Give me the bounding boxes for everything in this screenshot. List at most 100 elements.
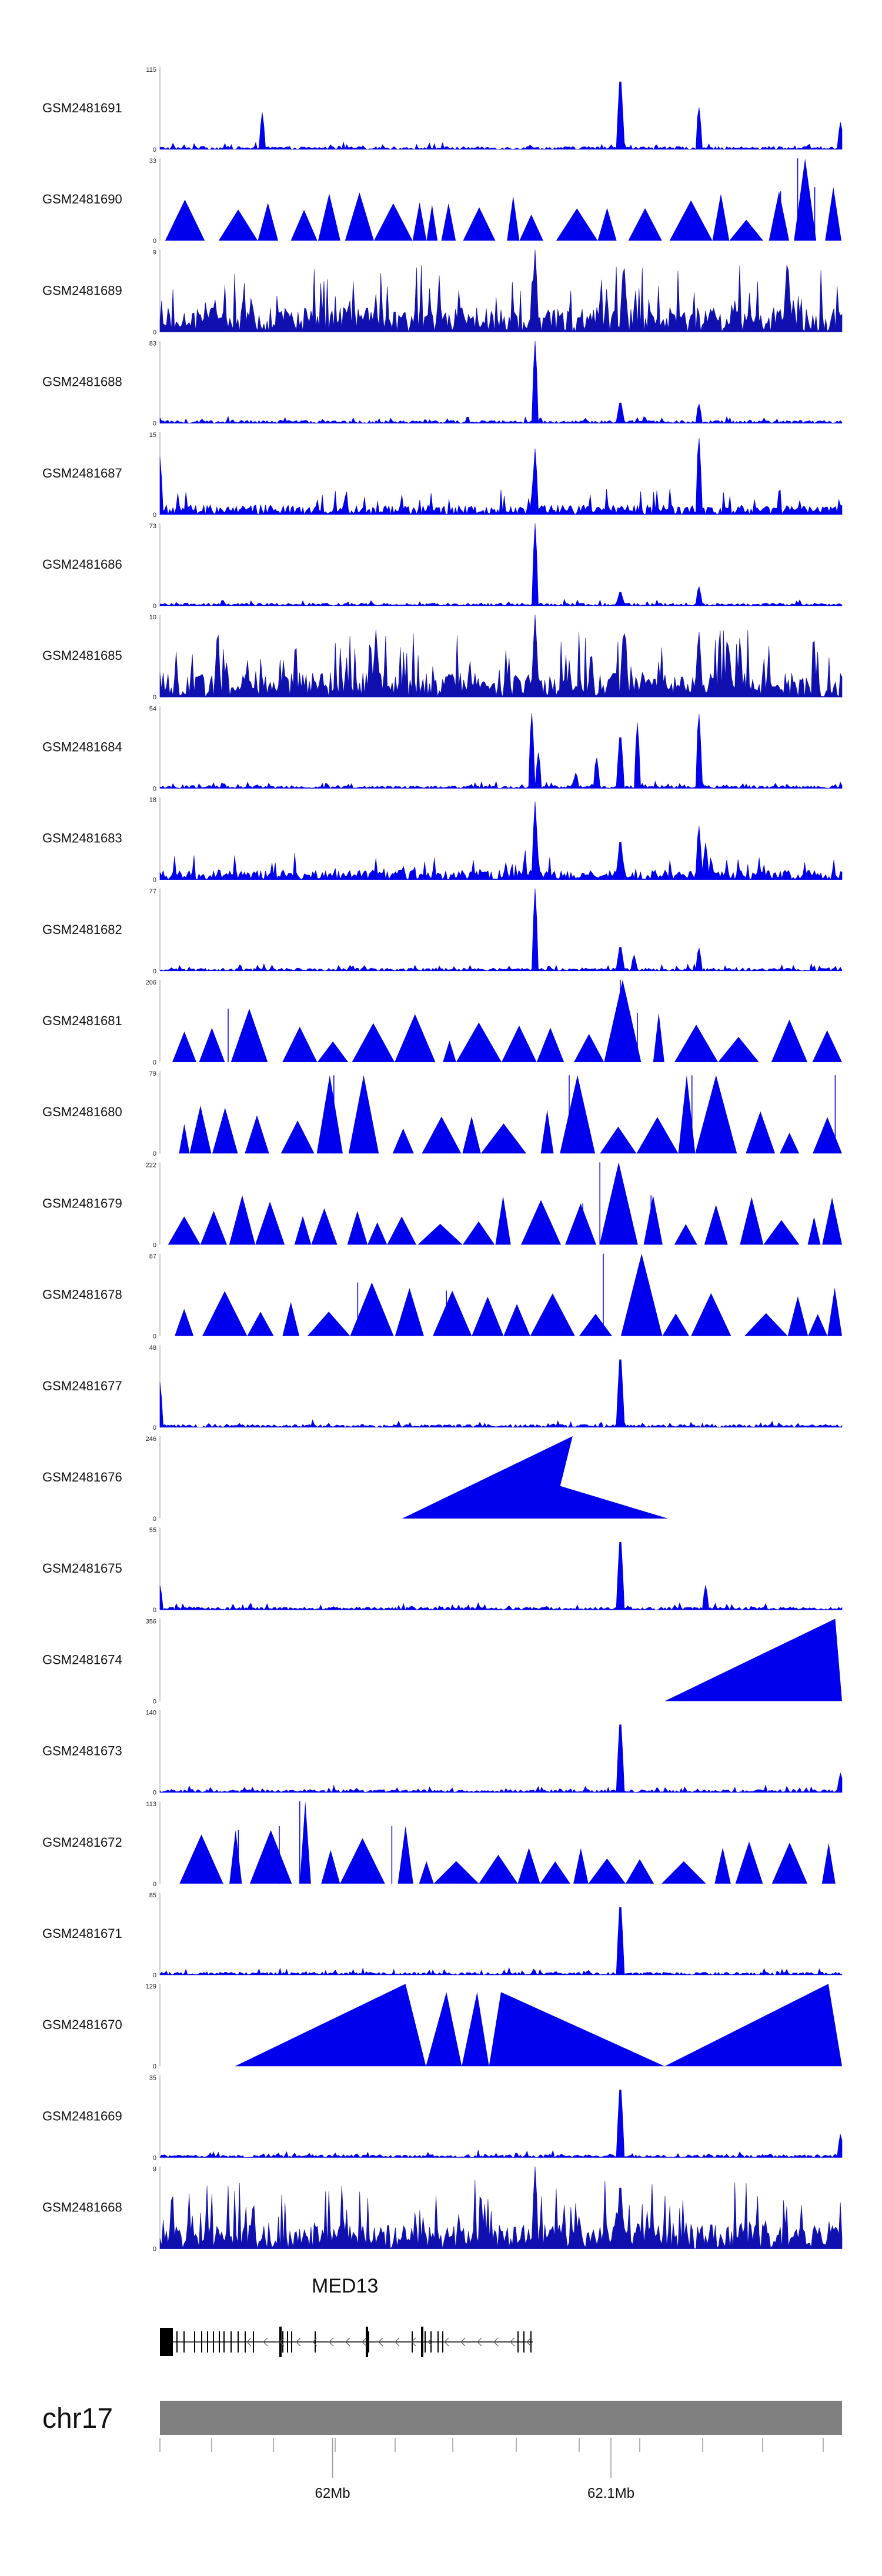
- track-label: GSM2481671: [42, 1926, 122, 1941]
- chromosome-ideogram-bar: [160, 2401, 842, 2435]
- track-scale-min: 0: [153, 512, 156, 519]
- track-scale-max: 113: [146, 1801, 156, 1808]
- track-signal-triangle: [282, 1302, 299, 1336]
- gene-strand-arrow: [460, 2337, 466, 2347]
- gene-annotation-track: MED13: [160, 2275, 533, 2357]
- track-GSM2481691: GSM2481691 115 0: [42, 66, 843, 154]
- track-signal-triangle: [387, 1216, 416, 1245]
- track-signal-triangle: [426, 205, 438, 241]
- track-label: GSM2481675: [42, 1561, 122, 1576]
- gene-exon: [425, 2331, 426, 2353]
- track-scale-max: 222: [146, 1162, 156, 1169]
- track-signal-triangle: [579, 1313, 612, 1336]
- track-signal-triangle: [443, 1040, 456, 1062]
- gene-exon: [430, 2331, 432, 2353]
- track-signal-triangle: [808, 1314, 828, 1336]
- track-signal-triangle: [503, 1304, 530, 1336]
- gene-exon: [253, 2331, 254, 2353]
- track-label: GSM2481681: [42, 1013, 122, 1028]
- track-label: GSM2481687: [42, 466, 122, 481]
- track-signal-triangle: [540, 1110, 554, 1154]
- signal-tracks: GSM24816911150GSM2481690330GSM248168990G…: [42, 66, 843, 2253]
- track-signal-triangle: [348, 1075, 379, 1154]
- track-label: GSM2481673: [42, 1744, 122, 1759]
- track-GSM2481679: GSM2481679 222 0: [42, 1162, 842, 1249]
- gene-exon: [412, 2331, 413, 2353]
- track-GSM2481684: GSM2481684 54 0: [42, 705, 843, 792]
- track-label: GSM2481686: [42, 557, 122, 572]
- track-signal-triangle: [299, 1801, 311, 1884]
- track-signal-triangle: [280, 1120, 315, 1154]
- gene-exon: [230, 2331, 232, 2353]
- track-label: GSM2481680: [42, 1105, 122, 1119]
- gene-exon: [176, 2331, 178, 2353]
- track-signal-triangle: [245, 1115, 269, 1154]
- track-scale-min: 0: [153, 238, 156, 245]
- track-signal-triangle: [604, 980, 642, 1062]
- track-scale-max: 356: [146, 1618, 156, 1625]
- track-signal-triangle: [794, 158, 817, 241]
- track-signal-area: [159, 801, 843, 880]
- gene-exon: [442, 2331, 443, 2353]
- track-signal-triangle: [822, 1197, 842, 1245]
- track-label: GSM2481678: [42, 1287, 122, 1302]
- track-signal-triangle: [318, 193, 340, 241]
- track-signal-triangle: [662, 1313, 690, 1336]
- track-signal-triangle: [249, 1830, 292, 1884]
- track-signal-triangle: [352, 1023, 395, 1062]
- track-signal-triangle: [763, 1220, 800, 1245]
- gene-exon: [523, 2331, 524, 2353]
- track-signal-triangle: [200, 1210, 227, 1245]
- track-signal-triangle: [628, 208, 662, 241]
- gene-exon: [421, 2327, 423, 2357]
- track-signal-triangle: [771, 1019, 808, 1062]
- track-signal-triangle: [662, 1861, 706, 1884]
- track-GSM2481678: GSM2481678 87 0: [42, 1253, 842, 1340]
- track-scale-min: 0: [153, 1424, 156, 1432]
- track-signal-triangle: [175, 1309, 194, 1336]
- gene-exon: [183, 2331, 185, 2353]
- track-signal-triangle: [168, 1216, 201, 1245]
- gene-strand-arrow: [378, 2337, 383, 2347]
- track-GSM2481674: GSM2481674 356 0: [42, 1618, 842, 1705]
- gene-exon: [245, 2331, 246, 2353]
- track-signal-triangle: [597, 208, 617, 241]
- gene-strand-arrow: [312, 2337, 318, 2347]
- track-signal-triangle: [521, 1200, 562, 1245]
- track-signal-triangle: [565, 1203, 596, 1245]
- gene-strand-arrow: [411, 2337, 416, 2347]
- gene-exon: [530, 2331, 532, 2353]
- track-scale-min: 0: [153, 1333, 156, 1340]
- track-label: GSM2481685: [42, 648, 122, 663]
- track-signal-triangle: [316, 1075, 343, 1154]
- track-signal-triangle: [600, 1126, 637, 1154]
- track-scale-max: 55: [149, 1527, 156, 1534]
- track-signal-triangle: [599, 1162, 638, 1245]
- track-signal-triangle: [787, 1296, 808, 1336]
- track-scale-min: 0: [153, 1790, 156, 1797]
- track-scale-min: 0: [153, 1150, 156, 1157]
- track-signal-triangle: [678, 1075, 696, 1154]
- track-signal-triangle: [636, 1117, 679, 1154]
- track-signal-triangle: [780, 1133, 800, 1154]
- track-scale-min: 0: [153, 1881, 156, 1888]
- track-label: GSM2481682: [42, 922, 122, 937]
- track-signal-triangle: [412, 202, 427, 241]
- track-signal-triangle: [735, 1841, 763, 1884]
- track-signal-triangle: [560, 1075, 596, 1154]
- track-signal-triangle: [462, 1992, 489, 2067]
- track-signal-triangle: [212, 1107, 238, 1154]
- track-scale-min: 0: [153, 1516, 156, 1523]
- track-signal-area: [159, 438, 843, 515]
- gene-exon: [194, 2331, 195, 2353]
- track-signal-triangle: [397, 1826, 413, 1884]
- track-scale-min: 0: [153, 1607, 156, 1614]
- track-signal-triangle: [472, 1296, 504, 1336]
- chromosome-tick-label: 62Mb: [315, 2485, 350, 2501]
- track-signal-triangle: [674, 1224, 697, 1245]
- gene-strand-arrow: [329, 2337, 334, 2347]
- track-scale-max: 83: [149, 341, 156, 348]
- gene-strand-arrow: [444, 2337, 449, 2347]
- gene-exon: [219, 2331, 220, 2353]
- track-GSM2481686: GSM2481686 73 0: [42, 523, 843, 610]
